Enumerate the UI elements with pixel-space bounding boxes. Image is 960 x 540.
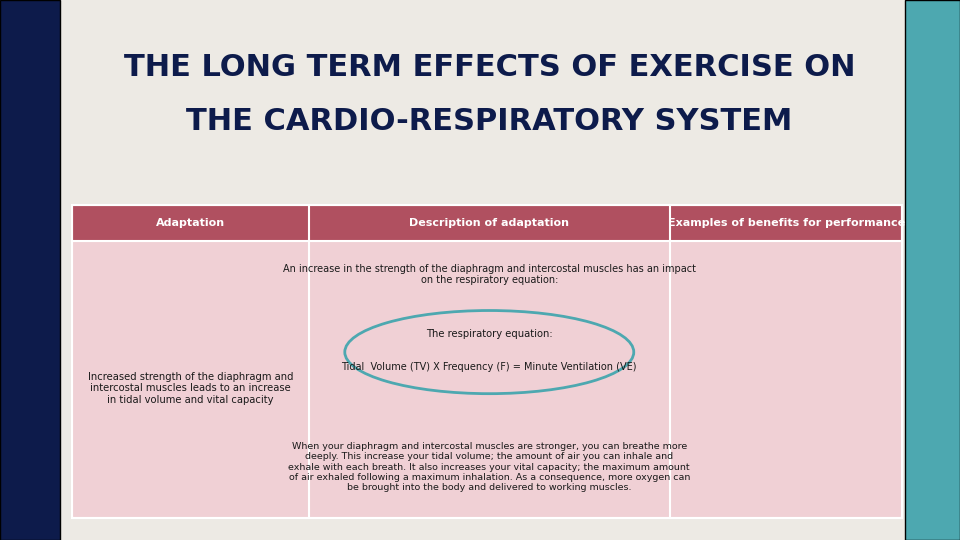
Text: The respiratory equation:: The respiratory equation: xyxy=(426,329,553,339)
Text: Tidal  Volume (TV) X Frequency (F) = Minute Ventilation (VE): Tidal Volume (TV) X Frequency (F) = Minu… xyxy=(342,362,637,372)
Text: Description of adaptation: Description of adaptation xyxy=(409,218,569,228)
FancyBboxPatch shape xyxy=(905,0,960,540)
FancyBboxPatch shape xyxy=(72,241,902,518)
FancyBboxPatch shape xyxy=(0,0,60,540)
Text: Examples of benefits for performance: Examples of benefits for performance xyxy=(667,218,904,228)
Text: Increased strength of the diaphragm and
intercostal muscles leads to an increase: Increased strength of the diaphragm and … xyxy=(87,372,293,404)
Text: THE LONG TERM EFFECTS OF EXERCISE ON: THE LONG TERM EFFECTS OF EXERCISE ON xyxy=(124,53,855,82)
Text: When your diaphragm and intercostal muscles are stronger, you can breathe more
d: When your diaphragm and intercostal musc… xyxy=(288,442,690,492)
Text: An increase in the strength of the diaphragm and intercostal muscles has an impa: An increase in the strength of the diaph… xyxy=(283,264,696,285)
Text: THE CARDIO-RESPIRATORY SYSTEM: THE CARDIO-RESPIRATORY SYSTEM xyxy=(186,107,793,136)
Text: Adaptation: Adaptation xyxy=(156,218,225,228)
FancyBboxPatch shape xyxy=(72,205,902,241)
Ellipse shape xyxy=(345,310,634,394)
